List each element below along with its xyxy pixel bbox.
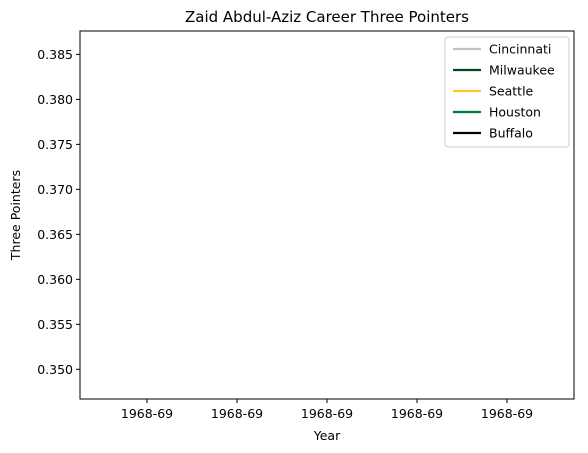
legend-box bbox=[444, 36, 570, 148]
y-tick-label: 0.350 bbox=[37, 362, 73, 377]
legend-label-cincinnati: Cincinnati bbox=[489, 42, 551, 57]
chart-title: Zaid Abdul-Aziz Career Three Pointers bbox=[185, 8, 469, 26]
y-tick-label: 0.370 bbox=[37, 182, 73, 197]
y-tick-label: 0.355 bbox=[37, 317, 73, 332]
x-axis-label: Year bbox=[313, 428, 341, 443]
x-tick-label: 1968-69 bbox=[301, 406, 353, 421]
y-tick-label: 0.365 bbox=[37, 227, 73, 242]
y-axis-label: Three Pointers bbox=[8, 170, 23, 261]
y-axis: 0.350 0.355 0.360 0.365 0.370 0.375 0.380 0.385 bbox=[37, 47, 80, 377]
y-tick-label: 0.360 bbox=[37, 272, 73, 287]
x-tick-label: 1968-69 bbox=[391, 406, 443, 421]
y-tick-label: 0.385 bbox=[37, 47, 73, 62]
x-tick-label: 1968-69 bbox=[121, 406, 173, 421]
legend: Cincinnati Milwaukee Seattle Houston Buffalo bbox=[444, 36, 570, 148]
legend-label-buffalo: Buffalo bbox=[489, 126, 533, 141]
x-tick-label: 1968-69 bbox=[211, 406, 263, 421]
y-tick-label: 0.380 bbox=[37, 92, 73, 107]
legend-label-seattle: Seattle bbox=[489, 84, 534, 99]
y-tick-label: 0.375 bbox=[37, 137, 73, 152]
x-tick-label: 1968-69 bbox=[481, 406, 533, 421]
legend-label-houston: Houston bbox=[489, 105, 541, 120]
x-axis: 1968-69 1968-69 1968-69 1968-69 1968-69 bbox=[121, 399, 533, 421]
legend-label-milwaukee: Milwaukee bbox=[489, 63, 555, 78]
